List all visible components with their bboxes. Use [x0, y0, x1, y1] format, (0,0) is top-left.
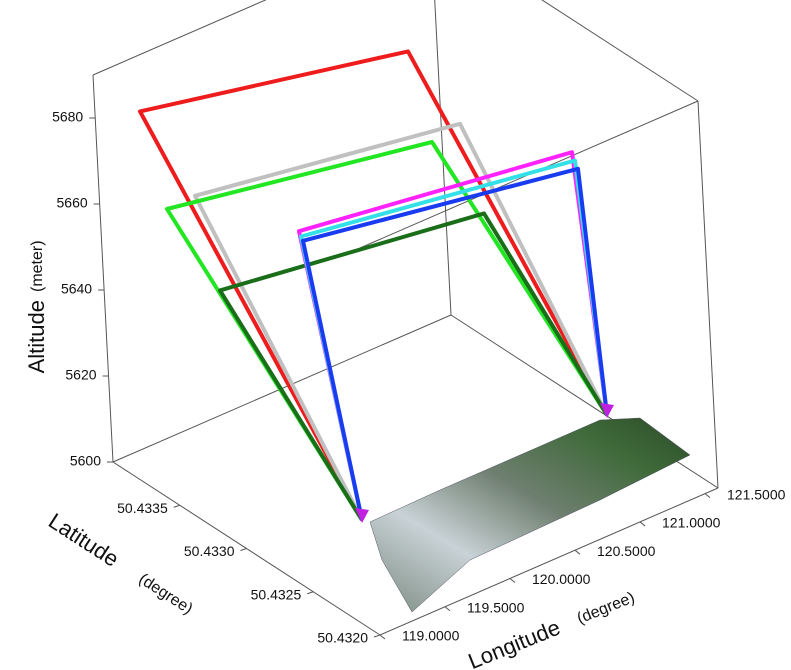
box-edge — [93, 75, 113, 462]
z-tick-label: 5680 — [52, 109, 83, 125]
lat-axis-title: Latitude — [44, 508, 123, 572]
z-tick-label: 5600 — [70, 453, 101, 469]
tick-mark — [174, 505, 180, 507]
tick-mark — [575, 550, 580, 554]
lat-tick-label: 50.4335 — [117, 500, 168, 516]
tick-mark — [640, 522, 645, 526]
z-tick-label: 5640 — [61, 281, 92, 297]
lon-tick-label: 119.5000 — [467, 599, 525, 615]
tick-mark — [374, 635, 380, 637]
box-edge — [698, 101, 718, 488]
chart: Altitude (meter) Latitude (degree) Longi… — [0, 0, 791, 670]
lon-axis-title: Longitude — [465, 615, 564, 670]
lon-axis-unit: (degree) — [575, 589, 637, 627]
tick-mark — [445, 607, 450, 611]
lon-tick-label: 119.0000 — [402, 628, 460, 644]
z-axis-title: Altitude — [24, 300, 49, 373]
box-edge — [431, 0, 698, 101]
tick-mark — [241, 549, 247, 551]
lon-tick-label: 121.5000 — [727, 486, 786, 502]
z-axis-unit: (meter) — [29, 240, 46, 292]
tick-mark — [510, 578, 515, 582]
lat-axis-unit: (degree) — [136, 571, 196, 618]
lat-tick-label: 50.4325 — [251, 586, 302, 602]
lon-tick-label: 120.5000 — [597, 543, 656, 559]
terrain — [370, 418, 690, 612]
tick-mark — [307, 592, 313, 594]
lat-tick-label: 50.4330 — [184, 543, 235, 559]
lon-tick-label: 121.0000 — [662, 515, 721, 531]
lat-tick-label: 50.4320 — [317, 630, 368, 646]
lon-tick-label: 120.0000 — [532, 571, 591, 587]
tick-mark — [705, 494, 710, 498]
z-tick-label: 5620 — [65, 367, 96, 383]
z-tick-label: 5660 — [57, 195, 88, 211]
tick-mark — [380, 635, 385, 639]
box-edge — [93, 0, 431, 75]
